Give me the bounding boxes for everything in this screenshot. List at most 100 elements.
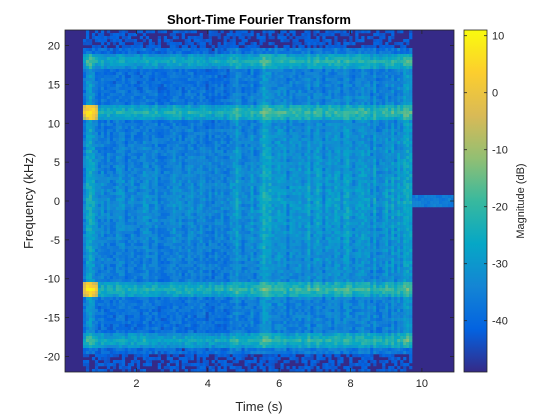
spectrogram-cell (157, 189, 161, 193)
spectrogram-cell (106, 273, 111, 277)
spectrogram-cell (184, 48, 188, 52)
spectrogram-cell (121, 138, 126, 142)
spectrogram-cell (208, 189, 212, 193)
spectrogram-cell (97, 258, 102, 262)
spectrogram-cell (97, 99, 102, 103)
spectrogram-cell (160, 171, 164, 175)
spectrogram-cell (166, 60, 170, 64)
spectrogram-cell (103, 162, 108, 166)
spectrogram-cell (169, 108, 173, 112)
spectrogram-cell (136, 321, 141, 325)
spectrogram-cell (205, 171, 209, 175)
spectrogram-cell (217, 324, 221, 328)
spectrogram-cell (163, 147, 167, 151)
spectrogram-cell (211, 114, 215, 118)
spectrogram-cell (136, 297, 141, 301)
spectrogram-cell (88, 345, 93, 349)
spectrogram-cell (115, 348, 120, 352)
spectrogram-cell (85, 57, 90, 61)
spectrogram-cell (103, 51, 108, 55)
spectrogram-cell (217, 186, 221, 190)
spectrogram-cell (106, 237, 111, 241)
spectrogram-cell (112, 333, 117, 337)
spectrogram-cell (100, 159, 105, 163)
spectrogram-cell (124, 66, 129, 70)
spectrogram-cell (214, 120, 218, 124)
spectrogram-cell (121, 309, 126, 313)
spectrogram-cell (145, 93, 150, 97)
spectrogram-cell (121, 63, 126, 67)
spectrogram-cell (85, 168, 90, 172)
spectrogram-cell (202, 318, 206, 322)
spectrogram-cell (133, 123, 138, 127)
spectrogram-cell (142, 150, 147, 154)
spectrogram-cell (91, 288, 96, 292)
spectrogram-cell (181, 345, 185, 349)
spectrogram-cell (148, 72, 153, 76)
spectrogram-cell (151, 165, 156, 169)
spectrogram-cell (178, 108, 182, 112)
spectrogram-cell (205, 93, 209, 97)
spectrogram-cell (124, 297, 129, 301)
spectrogram-cell (106, 30, 111, 34)
spectrogram-cell (166, 351, 170, 355)
spectrogram-cell (166, 138, 170, 142)
spectrogram-cell (211, 90, 215, 94)
spectrogram-cell (214, 213, 218, 217)
spectrogram-cell (139, 51, 144, 55)
spectrogram-cell (121, 201, 126, 205)
spectrogram-cell (106, 354, 111, 358)
spectrogram-cell (157, 120, 161, 124)
spectrogram-cell (100, 84, 105, 88)
spectrogram-cell (118, 291, 123, 295)
spectrogram-cell (163, 324, 167, 328)
spectrogram-cell (184, 300, 188, 304)
spectrogram-cell (166, 63, 170, 67)
spectrogram-cell (163, 54, 167, 58)
spectrogram-cell (193, 363, 197, 367)
spectrogram-cell (190, 303, 194, 307)
spectrogram-cell (202, 138, 206, 142)
spectrogram-cell (133, 66, 138, 70)
spectrogram-cell (208, 141, 212, 145)
spectrogram-cell (82, 183, 87, 187)
spectrogram-cell (82, 51, 87, 55)
spectrogram-cell (178, 294, 182, 298)
spectrogram-cell (205, 312, 209, 316)
spectrogram-cell (133, 225, 138, 229)
spectrogram-cell (151, 132, 156, 136)
spectrogram-cell (94, 258, 99, 262)
spectrogram-cell (145, 225, 150, 229)
spectrogram-cell (211, 111, 215, 115)
spectrogram-cell (187, 168, 191, 172)
spectrogram-cell (106, 126, 111, 130)
spectrogram-cell (157, 249, 161, 253)
spectrogram-cell (136, 303, 141, 307)
spectrogram-cell (157, 345, 161, 349)
spectrogram-cell (97, 87, 102, 91)
spectrogram-cell (193, 60, 197, 64)
spectrogram-cell (118, 30, 123, 34)
spectrogram-cell (112, 258, 117, 262)
spectrogram-cell (145, 231, 150, 235)
spectrogram-cell (163, 63, 167, 67)
spectrogram-cell (187, 222, 191, 226)
spectrogram-cell (160, 216, 164, 220)
spectrogram-cell (160, 282, 164, 286)
spectrogram-cell (142, 159, 147, 163)
spectrogram-cell (199, 63, 203, 67)
spectrogram-cell (175, 87, 179, 91)
spectrogram-cell (169, 312, 173, 316)
spectrogram-cell (184, 303, 188, 307)
spectrogram-cell (127, 351, 132, 355)
spectrogram-cell (94, 66, 99, 70)
spectrogram-cell (94, 285, 99, 289)
spectrogram-cell (118, 366, 123, 370)
spectrogram-cell (157, 309, 161, 313)
spectrogram-cell (190, 87, 194, 91)
spectrogram-cell (217, 63, 221, 67)
spectrogram-cell (112, 327, 117, 331)
spectrogram-cell (172, 174, 176, 178)
spectrogram-cell (181, 312, 185, 316)
spectrogram-cell (103, 282, 108, 286)
